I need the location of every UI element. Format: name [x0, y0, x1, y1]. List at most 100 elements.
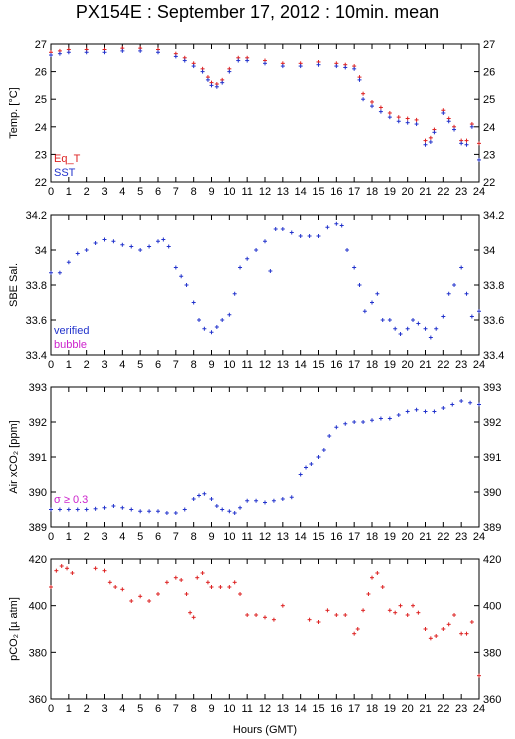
y-tick-label-right: 23	[483, 149, 495, 161]
x-tick-label: 20	[402, 703, 414, 715]
y-tick-label-right: 392	[483, 417, 501, 429]
x-tick-label: 16	[330, 186, 342, 198]
x-tick-label: 17	[348, 703, 360, 715]
x-tick-label: 20	[402, 531, 414, 543]
x-tick-label: 8	[191, 186, 197, 198]
x-tick-label: 9	[208, 186, 214, 198]
x-tick-label: 1	[66, 186, 72, 198]
y-tick-label: 25	[35, 94, 47, 106]
y-tick-label-right: 420	[483, 554, 501, 566]
x-tick-label: 10	[223, 359, 235, 371]
y-tick-label: 34.2	[26, 210, 47, 222]
x-tick-label: 18	[366, 186, 378, 198]
y-tick-label: 392	[29, 417, 47, 429]
x-tick-label: 14	[295, 703, 307, 715]
x-tick-label: 17	[348, 186, 360, 198]
x-tick-label: 14	[295, 359, 307, 371]
x-tick-label: 24	[473, 186, 485, 198]
x-tick-label: 18	[366, 359, 378, 371]
y-tick-label: 393	[29, 382, 47, 394]
y-tick-label: 27	[35, 39, 47, 51]
x-tick-label: 23	[455, 531, 467, 543]
y-tick-label-right: 389	[483, 522, 501, 534]
x-tick-label: 11	[241, 186, 252, 198]
x-tick-label: 24	[473, 359, 485, 371]
y-tick-label-right: 380	[483, 647, 501, 659]
y-axis-label: Temp. [°C]	[8, 87, 20, 138]
x-tick-label: 22	[437, 359, 449, 371]
x-tick-label: 23	[455, 186, 467, 198]
y-tick-label-right: 34.2	[483, 210, 504, 222]
x-tick-label: 12	[259, 703, 271, 715]
x-tick-label: 7	[173, 531, 179, 543]
x-tick-label: 0	[48, 359, 54, 371]
y-tick-label: 390	[29, 487, 47, 499]
x-tick-label: 3	[101, 359, 107, 371]
x-tick-label: 24	[473, 531, 485, 543]
x-tick-label: 6	[155, 359, 161, 371]
x-tick-label: 23	[455, 359, 467, 371]
x-tick-label: 0	[48, 186, 54, 198]
x-tick-label: 13	[277, 531, 289, 543]
x-tick-label: 5	[137, 703, 143, 715]
x-tick-label: 18	[366, 703, 378, 715]
legend-sst: SST	[54, 167, 76, 179]
x-tick-label: 10	[223, 186, 235, 198]
y-tick-label-right: 26	[483, 67, 495, 79]
y-tick-label: 26	[35, 67, 47, 79]
x-tick-label: 16	[330, 359, 342, 371]
x-tick-label: 9	[208, 703, 214, 715]
x-tick-label: 14	[295, 531, 307, 543]
x-tick-label: 3	[101, 186, 107, 198]
y-tick-label-right: 33.8	[483, 280, 504, 292]
y-tick-label: 24	[35, 122, 47, 134]
x-tick-label: 9	[208, 359, 214, 371]
x-tick-label: 11	[241, 531, 252, 543]
x-tick-label: 0	[48, 703, 54, 715]
x-tick-label: 19	[384, 359, 396, 371]
page-title: PX154E : September 17, 2012 : 10min. mea…	[75, 2, 440, 22]
x-tick-label: 19	[384, 531, 396, 543]
legend-bubble: bubble	[54, 339, 87, 351]
x-tick-label: 9	[208, 531, 214, 543]
y-tick-label-right: 33.6	[483, 315, 504, 327]
x-tick-label: 12	[259, 531, 271, 543]
x-tick-label: 20	[402, 186, 414, 198]
x-tick-label: 2	[84, 531, 90, 543]
x-tick-label: 3	[101, 703, 107, 715]
x-tick-label: 8	[191, 531, 197, 543]
x-tick-label: 11	[241, 703, 252, 715]
plot-frame	[50, 214, 480, 356]
x-tick-label: 21	[419, 186, 431, 198]
x-tick-label: 15	[312, 359, 324, 371]
x-tick-label: 18	[366, 531, 378, 543]
y-tick-label: 391	[29, 452, 47, 464]
x-tick-label: 22	[437, 531, 449, 543]
y-tick-label: 400	[29, 601, 47, 613]
x-tick-label: 5	[137, 531, 143, 543]
x-tick-label: 17	[348, 359, 360, 371]
y-tick-label-right: 33.4	[483, 350, 504, 362]
x-tick-label: 5	[137, 359, 143, 371]
x-tick-label: 19	[384, 186, 396, 198]
x-tick-label: 1	[66, 359, 72, 371]
x-tick-label: 2	[84, 703, 90, 715]
x-tick-label: 12	[259, 186, 271, 198]
x-tick-label: 20	[402, 359, 414, 371]
y-tick-label-right: 34	[483, 245, 495, 257]
x-tick-label: 7	[173, 703, 179, 715]
y-axis-label: SBE Sal.	[8, 263, 20, 307]
y-tick-label-right: 27	[483, 39, 495, 51]
x-tick-label: 13	[277, 359, 289, 371]
y-tick-label-right: 393	[483, 382, 501, 394]
legend-eq-t: Eq_T	[54, 153, 81, 165]
y-tick-label-right: 400	[483, 601, 501, 613]
legend-verified: verified	[54, 325, 89, 337]
x-tick-label: 4	[119, 531, 125, 543]
y-tick-label: 420	[29, 554, 47, 566]
x-tick-label: 24	[473, 703, 485, 715]
x-tick-label: 17	[348, 531, 360, 543]
y-axis-label: Air xCO₂ [ppm]	[8, 420, 20, 493]
x-axis-label: Hours (GMT)	[233, 724, 297, 736]
